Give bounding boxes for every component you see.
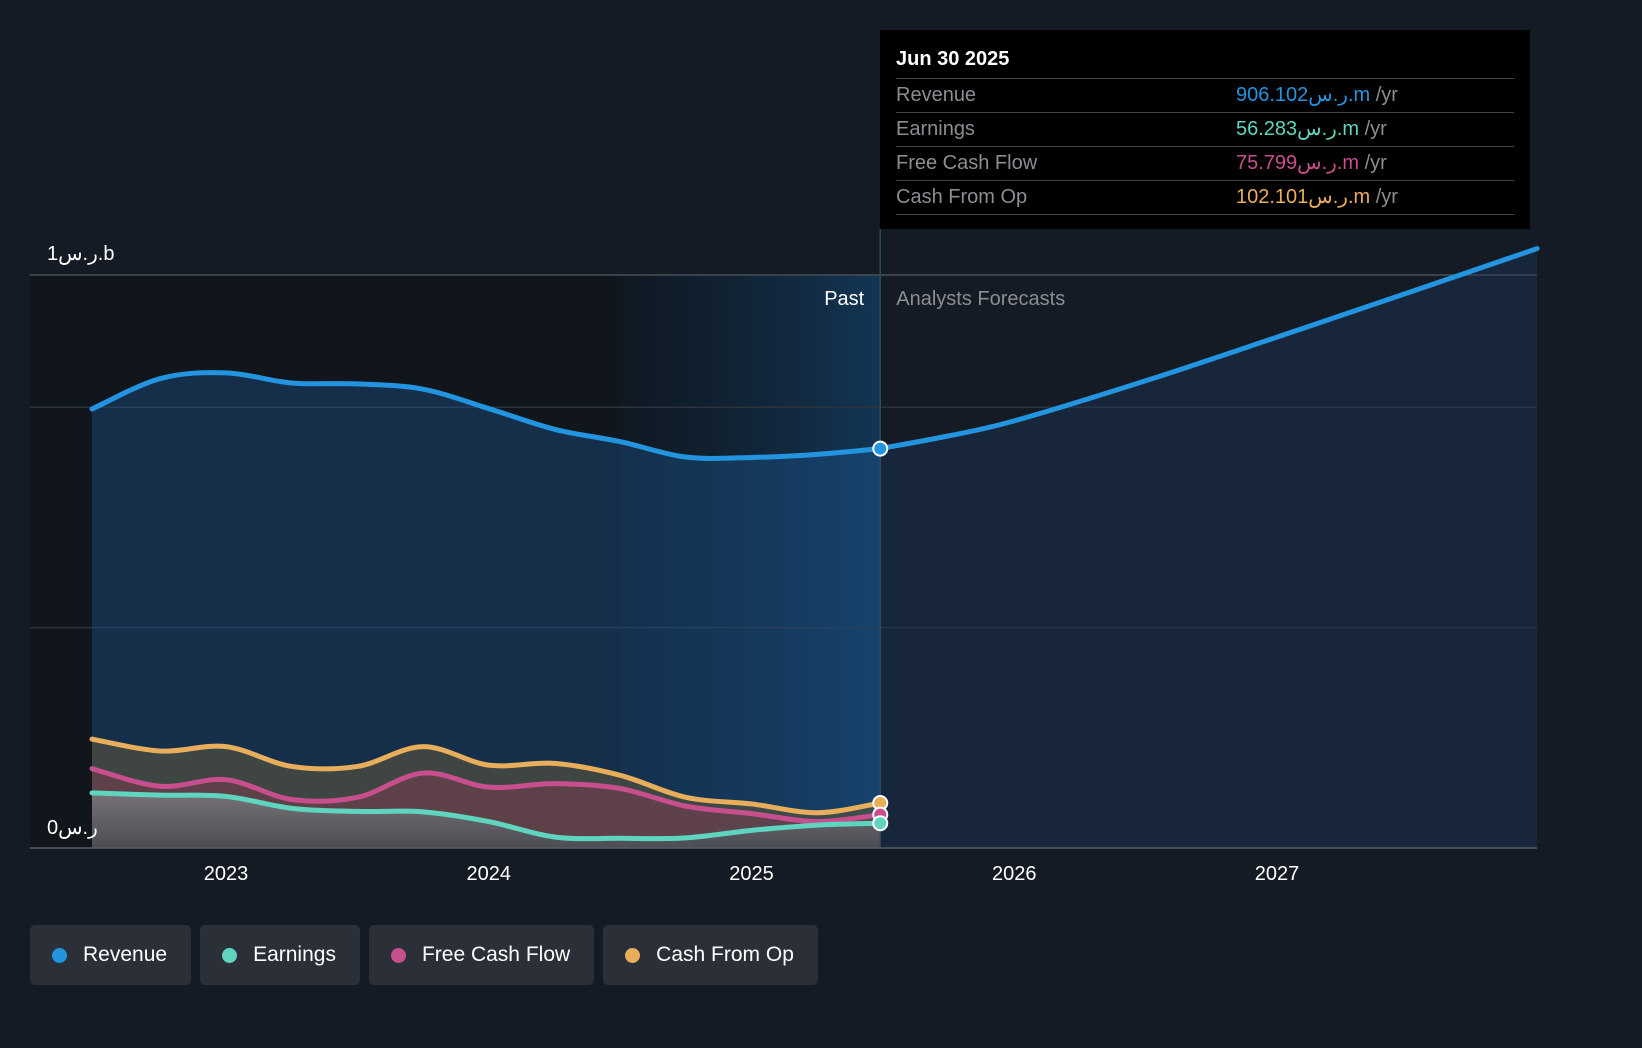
tooltip-label: Revenue — [896, 84, 977, 106]
tooltip-value-wrap: 75.799ر.س.m /yr — [1236, 147, 1514, 180]
tooltip-unit: /yr — [1359, 152, 1387, 174]
tooltip-value-wrap: 56.283ر.س.m /yr — [1236, 113, 1514, 146]
y-tick-label-zero: 0ر.س — [47, 817, 98, 839]
tooltip-value: 906.102ر.س.m — [1236, 84, 1371, 106]
legend-dot-icon — [52, 947, 67, 963]
tooltip-date: Jun 30 2025 — [896, 44, 1514, 79]
legend-label: Earnings — [253, 943, 336, 966]
x-tick-label: 2027 — [1255, 863, 1300, 885]
x-tick-label: 2026 — [992, 863, 1037, 885]
revenue-marker[interactable] — [872, 440, 889, 457]
x-tick-label: 2023 — [204, 863, 249, 885]
revenue-line — [89, 370, 883, 461]
legend-dot-icon — [222, 947, 238, 963]
tooltip-row-free-cash-flow: Free Cash Flow 75.799ر.س.m /yr — [896, 147, 1514, 181]
legend-label: Free Cash Flow — [421, 943, 571, 966]
legend-dot-icon — [390, 947, 406, 963]
tooltip-row-cash-from-op: Cash From Op 102.101ر.س.m /yr — [896, 181, 1514, 215]
legend-item-earnings[interactable]: Earnings — [200, 925, 360, 985]
tooltip-value: 102.101ر.س.m — [1236, 186, 1371, 208]
tooltip-value-wrap: 906.102ر.س.m /yr — [1236, 79, 1514, 112]
tooltip: Jun 30 2025 Revenue 906.102ر.س.m /yr Ear… — [880, 30, 1530, 229]
tooltip-unit: /yr — [1370, 186, 1398, 208]
tooltip-row-revenue: Revenue 906.102ر.س.m /yr — [896, 79, 1514, 113]
legend-item-cash-from-op[interactable]: Cash From Op — [603, 925, 818, 985]
legend-item-revenue[interactable]: Revenue — [30, 925, 192, 985]
y-tick-label-top: 1ر.س.b — [47, 243, 114, 265]
tooltip-label: Free Cash Flow — [896, 152, 1038, 174]
legend-label: Cash From Op — [656, 943, 794, 966]
tooltip-unit: /yr — [1370, 84, 1398, 106]
tooltip-value: 56.283ر.س.m — [1236, 118, 1360, 140]
revenue-forecast-area — [880, 248, 1538, 849]
highlight-region — [620, 275, 881, 848]
legend-label: Revenue — [83, 943, 168, 966]
forecast-label: Analysts Forecasts — [896, 288, 1065, 310]
tooltip-row-earnings: Earnings 56.283ر.س.m /yr — [896, 113, 1514, 147]
legend-item-free-cash-flow[interactable]: Free Cash Flow — [368, 925, 595, 985]
cash-from-op-line — [89, 736, 883, 816]
earnings-marker[interactable] — [872, 815, 889, 832]
revenue-area — [92, 372, 881, 848]
free-cash-flow-line — [89, 766, 883, 825]
tooltip-label: Earnings — [896, 118, 975, 140]
x-tick-label: 2025 — [729, 863, 774, 885]
legend-dot-icon — [625, 947, 641, 963]
tooltip-value-wrap: 102.101ر.س.m /yr — [1236, 181, 1514, 214]
tooltip-value: 75.799ر.س.m — [1236, 152, 1360, 174]
earnings-area — [92, 792, 881, 848]
earnings-line — [89, 790, 883, 842]
x-tick-label: 2024 — [467, 863, 512, 885]
tooltip-unit: /yr — [1359, 118, 1387, 140]
legend: Revenue Earnings Free Cash Flow Cash Fro… — [30, 925, 818, 985]
revenue-forecast-line — [877, 246, 1540, 452]
tooltip-label: Cash From Op — [896, 186, 1028, 208]
past-label: Past — [824, 288, 864, 310]
